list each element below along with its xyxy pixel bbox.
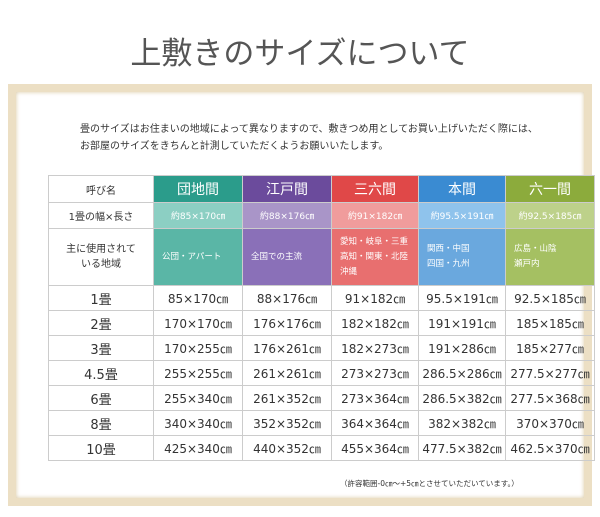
table-cell: 277.5×368㎝: [505, 385, 595, 411]
table-cell: 約91×182㎝: [331, 202, 419, 229]
table-row: 6畳 255×340㎝ 261×352㎝ 273×364㎝ 286.5×382㎝ 277.…: [48, 385, 595, 411]
table-cell: 6畳: [48, 385, 154, 411]
cell-line: 四国・九州: [427, 259, 470, 269]
table-row: 呼び名 団地間 江戸間 三六間 本間 六一間: [48, 175, 595, 203]
table-row: 3畳 170×255㎝ 176×261㎝ 182×273㎝ 191×286㎝ 185×27…: [48, 335, 595, 361]
table-cell: 170×255㎝: [153, 335, 243, 361]
footnote: （許容範囲-0㎝～+5㎝とさせていただいています。）: [340, 479, 519, 488]
table-cell: 176×176㎝: [242, 310, 332, 336]
table-cell: 全国での主流: [242, 228, 332, 286]
table-cell: 277.5×277㎝: [505, 360, 595, 386]
table-cell: 公団・アパート: [153, 228, 243, 286]
table-cell: 江戸間: [242, 175, 332, 203]
cell-line: 瀬戸内: [514, 259, 540, 269]
title: 上敷きのサイズについて: [130, 36, 470, 72]
table-row: 2畳 170×170㎝ 176×176㎝ 182×182㎝ 191×191㎝ 185×18…: [48, 310, 595, 336]
table-cell: 本間: [418, 175, 506, 203]
cell-line: 沖縄: [340, 266, 358, 277]
table-row: 4.5畳 255×255㎝ 261×261㎝ 273×273㎝ 286.5×286㎝ 27…: [48, 360, 595, 386]
cell-line: 関西・中国: [427, 244, 470, 254]
table-cell: 440×352㎝: [242, 435, 332, 461]
cell-line: 公団・アパート: [162, 251, 222, 262]
table-cell: 95.5×191㎝: [418, 285, 506, 311]
table-row: 1畳の幅×長さ 約85×170㎝ 約88×176㎝ 約91×182㎝ 約95.5×191…: [48, 202, 595, 229]
table-cell: 255×255㎝: [153, 360, 243, 386]
table-cell: 92.5×185㎝: [505, 285, 595, 311]
table-cell: 191×191㎝: [418, 310, 506, 336]
table-cell: 286.5×286㎝: [418, 360, 506, 386]
table-cell: 約85×170㎝: [153, 202, 243, 229]
table-cell: 1畳の幅×長さ: [48, 202, 154, 229]
table-cell: 170×170㎝: [153, 310, 243, 336]
table-cell: 六一間: [505, 175, 595, 203]
table-cell: 273×273㎝: [331, 360, 419, 386]
table-cell: 85×170㎝: [153, 285, 243, 311]
table-cell: 255×340㎝: [153, 385, 243, 411]
table-cell: 広島・山陰 瀬戸内: [505, 228, 595, 286]
table-cell: 185×277㎝: [505, 335, 595, 361]
table-cell: 340×340㎝: [153, 410, 243, 436]
table-cell: 477.5×382㎝: [418, 435, 506, 461]
table-cell: 88×176㎝: [242, 285, 332, 311]
table-cell: 462.5×370㎝: [505, 435, 595, 461]
cell-line: 主に使用されて: [66, 244, 136, 255]
table-row: 主に使用されて いる地域 公団・アパート 全国での主流 愛知・岐阜・三重 高知・関東・北陸…: [48, 228, 595, 286]
table-cell: 261×352㎝: [242, 385, 332, 411]
cell-line: 愛知・岐阜・三重: [340, 236, 409, 247]
table-cell: 関西・中国四国・九州: [418, 228, 506, 286]
cell-line: 広島・山陰: [514, 244, 557, 254]
table-cell: 91×182㎝: [331, 285, 419, 311]
table-cell: 団地間: [153, 175, 243, 203]
table-cell: 約88×176㎝: [242, 202, 332, 229]
table-cell: 455×364㎝: [331, 435, 419, 461]
table-cell: 4.5畳: [48, 360, 154, 386]
table-cell: 8畳: [48, 410, 154, 436]
table-row: 10畳 425×340㎝ 440×352㎝ 455×364㎝ 477.5×382㎝ 462…: [48, 435, 595, 461]
table-cell: 176×261㎝: [242, 335, 332, 361]
table-cell: 182×182㎝: [331, 310, 419, 336]
table-cell: 261×261㎝: [242, 360, 332, 386]
cell-line: いる地域: [81, 259, 121, 270]
table-cell: 約95.5×191㎝: [418, 202, 506, 229]
table-cell: 364×364㎝: [331, 410, 419, 436]
table-cell: 約92.5×185㎝: [505, 202, 595, 229]
cell-line: 高知・関東・北陸: [340, 251, 409, 262]
table-cell: 2畳: [48, 310, 154, 336]
table-cell: 382×382㎝: [418, 410, 506, 436]
table-cell: 286.5×382㎝: [418, 385, 506, 411]
table-cell: 182×273㎝: [331, 335, 419, 361]
table-row: 1畳 85×170㎝ 88×176㎝ 91×182㎝ 95.5×191㎝ 92.5×185…: [48, 285, 595, 311]
table-cell: 3畳: [48, 335, 154, 361]
table-cell: 273×364㎝: [331, 385, 419, 411]
table-cell: 三六間: [331, 175, 419, 203]
table-cell: 呼び名: [48, 175, 154, 203]
cell-line: 全国での主流: [251, 251, 303, 262]
table-cell: 主に使用されて いる地域: [48, 228, 154, 286]
table-cell: 10畳: [48, 435, 154, 461]
size-table: 呼び名 団地間 江戸間 三六間 本間 六一間 1畳の幅×長さ 約85×170㎝ 約88×176㎝…: [48, 175, 595, 461]
table-cell: 191×286㎝: [418, 335, 506, 361]
table-cell: 370×370㎝: [505, 410, 595, 436]
intro-line: 畳のサイズはお住まいの地域によって異なりますので、敷きつめ用としてお買い上げいた…: [80, 124, 538, 135]
table-row: 8畳 340×340㎝ 352×352㎝ 364×364㎝ 382×382㎝ 370×37…: [48, 410, 595, 436]
table-cell: 愛知・岐阜・三重 高知・関東・北陸 沖縄: [331, 228, 419, 286]
table-cell: 185×185㎝: [505, 310, 595, 336]
table-cell: 425×340㎝: [153, 435, 243, 461]
intro-line: お部屋のサイズをきちんと計測していただくようお願いいたします。: [80, 141, 389, 152]
table-cell: 1畳: [48, 285, 154, 311]
table-cell: 352×352㎝: [242, 410, 332, 436]
